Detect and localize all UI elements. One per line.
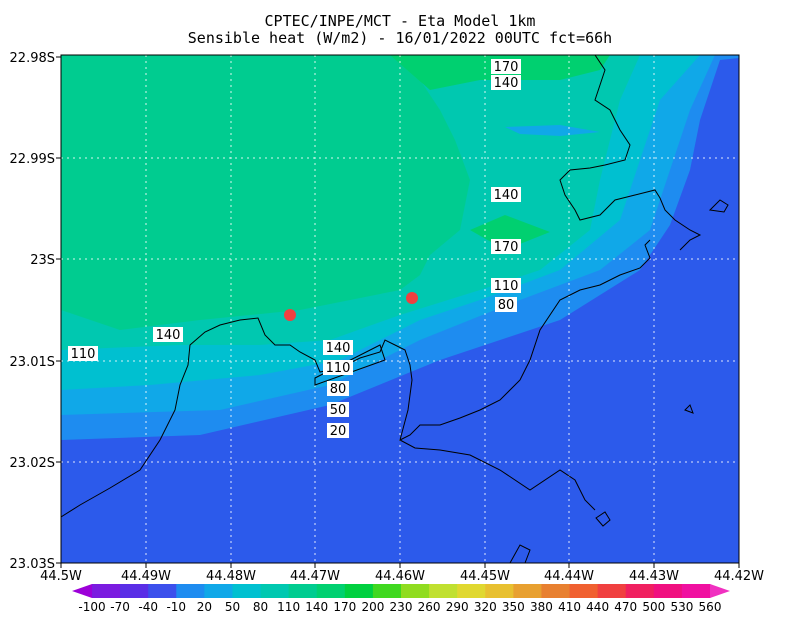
colorbar-segment xyxy=(570,584,599,598)
colorbar-level-label: -40 xyxy=(138,600,158,614)
lat-tick-label: 23S xyxy=(30,253,55,268)
lon-tick-label: 44.48W xyxy=(206,569,256,584)
colorbar-segment xyxy=(176,584,205,598)
contour-label-170-mid: 170 xyxy=(491,239,521,255)
contour-label-80-mid-text: 80 xyxy=(498,298,515,313)
lon-tick-label: 44.43W xyxy=(629,569,679,584)
contour-label-20-bay-text: 20 xyxy=(330,424,347,439)
contour-label-140-mid-text: 140 xyxy=(494,188,519,203)
lon-tick-label: 44.47W xyxy=(290,569,340,584)
colorbar-level-label: 200 xyxy=(361,600,384,614)
contour-label-110-mid: 110 xyxy=(491,278,521,294)
contour-label-110-bay: 110 xyxy=(323,360,353,376)
contour-label-80-bay: 80 xyxy=(327,381,349,397)
colorbar-level-label: 380 xyxy=(530,600,553,614)
colorbar-segment xyxy=(261,584,290,598)
contour-label-170-top: 170 xyxy=(491,59,521,75)
contour-label-110-mid-text: 110 xyxy=(494,279,519,294)
colorbar-segment xyxy=(92,584,121,598)
contour-label-80-bay-text: 80 xyxy=(330,382,347,397)
colorbar-segment xyxy=(204,584,233,598)
lon-tick-label: 44.5W xyxy=(40,569,82,584)
contour-label-140-mid: 140 xyxy=(491,187,521,203)
colorbar-level-label: 140 xyxy=(305,600,328,614)
colorbar-segment xyxy=(401,584,430,598)
colorbar-level-label: 470 xyxy=(614,600,637,614)
colorbar-segment xyxy=(626,584,655,598)
red-point-west xyxy=(284,309,296,321)
contour-label-170-mid-text: 170 xyxy=(494,240,519,255)
red-point-east xyxy=(406,292,418,304)
longitude-labels: 44.5W 44.49W 44.48W 44.47W 44.46W 44.45W 44.44… xyxy=(40,563,764,584)
colorbar-segment xyxy=(289,584,318,598)
colorbar-level-label: 440 xyxy=(586,600,609,614)
colorbar-segment xyxy=(513,584,542,598)
contour-label-140-bay-text: 140 xyxy=(326,341,351,356)
colorbar-level-label: 350 xyxy=(502,600,525,614)
colorbar-segment xyxy=(232,584,261,598)
lat-tick-label: 23.01S xyxy=(10,355,55,370)
contour-label-80-mid: 80 xyxy=(495,297,517,313)
colorbar-level-label: 230 xyxy=(390,600,413,614)
colorbar-level-label: -100 xyxy=(78,600,105,614)
contour-label-50-bay: 50 xyxy=(327,402,349,418)
contour-label-110-bay-text: 110 xyxy=(326,361,351,376)
colorbar-level-label: 110 xyxy=(277,600,300,614)
colorbar-segment xyxy=(120,584,149,598)
colorbar-segment xyxy=(429,584,458,598)
contour-label-20-bay: 20 xyxy=(327,423,349,439)
colorbar-level-label: 80 xyxy=(253,600,268,614)
colorbar-segment xyxy=(345,584,374,598)
colorbar-level-label: 320 xyxy=(474,600,497,614)
latitude-labels: 22.98S 22.99S 23S 23.01S 23.02S 23.03S xyxy=(10,51,61,572)
colorbar-level-label: 290 xyxy=(446,600,469,614)
colorbar-segment xyxy=(541,584,570,598)
colorbar-segment xyxy=(682,584,711,598)
colorbar-segment xyxy=(148,584,177,598)
colorbar-level-label: 530 xyxy=(670,600,693,614)
colorbar-segment xyxy=(598,584,627,598)
colorbar-left-arrow xyxy=(72,584,92,598)
contour-label-140-bay: 140 xyxy=(323,340,353,356)
colorbar-segment xyxy=(654,584,683,598)
contour-label-110-left: 110 xyxy=(68,346,98,362)
contour-label-170-top-text: 170 xyxy=(494,60,519,75)
colorbar-segment xyxy=(373,584,402,598)
colorbar-level-label: 50 xyxy=(225,600,240,614)
contour-label-110-left-text: 110 xyxy=(71,347,96,362)
lon-tick-label: 44.45W xyxy=(460,569,510,584)
colorbar-level-label: -70 xyxy=(110,600,130,614)
colorbar-level-label: 500 xyxy=(642,600,665,614)
lon-tick-label: 44.49W xyxy=(121,569,171,584)
colorbar-level-label: 410 xyxy=(558,600,581,614)
lat-tick-label: 22.99S xyxy=(10,152,55,167)
colorbar-level-label: -10 xyxy=(166,600,186,614)
colorbar-segment xyxy=(485,584,514,598)
colorbar-level-label: 170 xyxy=(333,600,356,614)
contour-label-140-left: 140 xyxy=(153,327,183,343)
colorbar-right-arrow xyxy=(710,584,730,598)
lon-tick-label: 44.42W xyxy=(714,569,764,584)
contour-label-140-top-text: 140 xyxy=(494,76,519,91)
lat-tick-label: 22.98S xyxy=(10,51,55,66)
lon-tick-label: 44.44W xyxy=(544,569,594,584)
lat-tick-label: 23.02S xyxy=(10,456,55,471)
contour-label-140-top: 140 xyxy=(491,75,521,91)
colorbar-segment xyxy=(457,584,486,598)
colorbar: -100 -70 -40 -10 20 50 80 110 140 170 200 230 260 290… xyxy=(72,584,730,614)
colorbar-segment xyxy=(317,584,346,598)
colorbar-level-label: 560 xyxy=(699,600,722,614)
colorbar-level-label: 20 xyxy=(197,600,212,614)
contour-label-140-left-text: 140 xyxy=(156,328,181,343)
lon-tick-label: 44.46W xyxy=(375,569,425,584)
colorbar-level-label: 260 xyxy=(418,600,441,614)
contour-label-50-bay-text: 50 xyxy=(330,403,347,418)
